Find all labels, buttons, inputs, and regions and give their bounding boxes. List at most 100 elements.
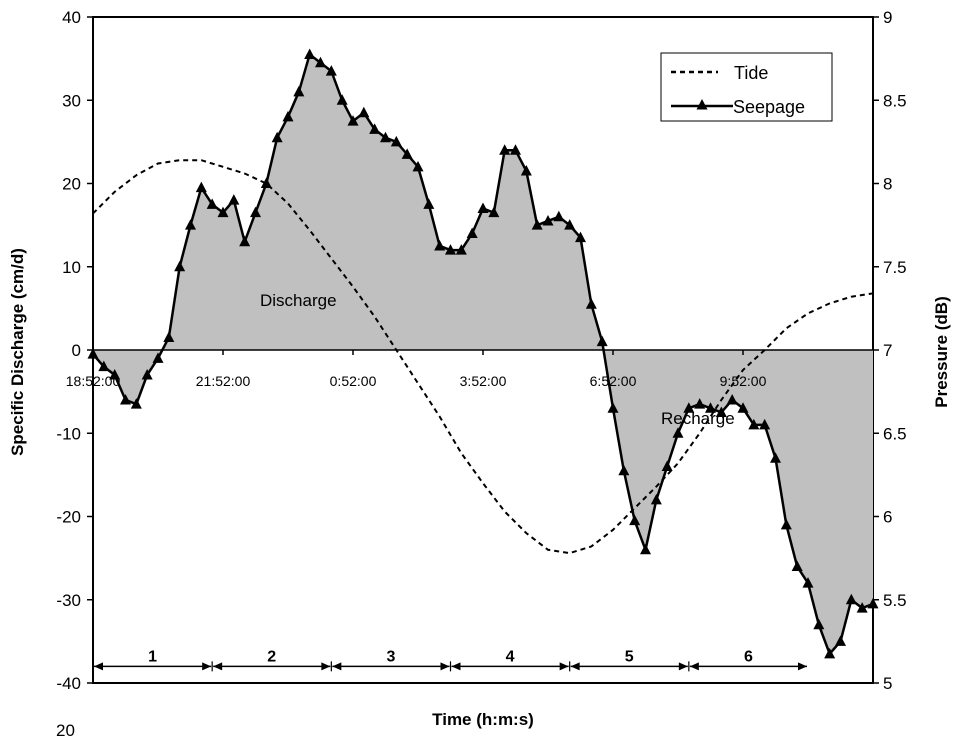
seepage-point: [163, 331, 175, 343]
seepage-point: [748, 418, 760, 430]
y-tick-label: -10: [56, 424, 81, 443]
seepage-point: [618, 464, 630, 476]
legend-box: [660, 52, 833, 122]
seepage-point: [661, 460, 673, 472]
seepage-point: [856, 602, 868, 613]
period-arrowhead-right: [202, 662, 212, 671]
left-axis-ticks: -40 -30 -20 -10 0 10 20 30 40: [56, 8, 93, 693]
seepage-point: [737, 402, 749, 413]
seepage-point: [510, 144, 521, 155]
annotation-discharge: Discharge: [260, 291, 337, 310]
annotation-recharge: Recharge: [661, 409, 735, 428]
y2-tick-label: 7: [883, 341, 892, 360]
tide-line: [92, 159, 874, 555]
seepage-point: [596, 335, 608, 347]
period-label: 2: [267, 648, 276, 665]
y-axis-title: Specific Discharge (cm/d): [8, 248, 27, 456]
y-tick-label: 10: [62, 258, 81, 277]
seepage-point: [672, 427, 684, 438]
period-label: 5: [625, 648, 634, 665]
period-arrowhead-right: [440, 662, 450, 671]
y-tick-label: 40: [62, 8, 81, 27]
seepage-point: [726, 393, 738, 405]
y-tick-label: -20: [56, 508, 81, 527]
seepage-point: [564, 219, 576, 230]
seepage-point: [336, 94, 348, 105]
seepage-point: [542, 214, 554, 226]
period-arrowhead-left: [94, 662, 103, 671]
seepage-point: [174, 260, 186, 272]
y2-tick-label: 7.5: [883, 258, 907, 277]
x-tick-label: 9:52:00: [720, 373, 767, 389]
seepage-point: [629, 514, 641, 526]
seepage-point: [206, 198, 218, 209]
seepage-point: [520, 165, 532, 176]
seepage-point: [867, 597, 879, 609]
period-arrowhead-left: [689, 662, 699, 671]
x-tick-label: 3:52:00: [460, 373, 507, 389]
period-label: 3: [386, 648, 395, 665]
legend-seepage-label: Seepage: [733, 97, 805, 117]
seepage-point: [325, 65, 337, 76]
y2-tick-label: 8.5: [883, 91, 907, 110]
seepage-point: [715, 406, 727, 417]
x-axis-title: Time (h:m:s): [432, 710, 534, 729]
period-brackets: 1 2 3 4 5 6: [92, 648, 807, 672]
seepage-point: [488, 206, 500, 218]
seepage-point: [271, 131, 283, 143]
seepage-point: [477, 202, 489, 213]
x-tick-label: 0:52:00: [330, 373, 377, 389]
x-axis-tick-labels: 18:52:00 21:52:00 0:52:00 3:52:00 6:52:00 9:5…: [66, 350, 767, 389]
seepage-point: [98, 360, 110, 372]
seepage-point: [304, 48, 316, 59]
seepage-point: [217, 206, 229, 218]
y2-tick-label: 5.5: [883, 591, 907, 610]
tide-layer: [92, 159, 874, 555]
seepage-point: [369, 123, 381, 134]
seepage-point: [802, 577, 814, 588]
seepage-point: [683, 402, 695, 413]
seepage-point: [650, 493, 662, 505]
seepage-point: [347, 115, 359, 126]
period-arrowhead-right: [559, 662, 569, 671]
legend-tide-label: Tide: [734, 63, 768, 83]
seepage-point: [607, 402, 619, 413]
period-arrowhead-right: [321, 662, 331, 671]
seepage-point: [109, 368, 121, 380]
seepage-point: [466, 227, 478, 238]
seepage-point: [770, 452, 781, 463]
y-tick-label: -30: [56, 591, 81, 610]
period-label: 1: [148, 648, 157, 665]
seepage-point: [585, 298, 597, 309]
period-arrowhead-left: [570, 662, 580, 671]
seepage-point: [293, 85, 305, 97]
seepage-point: [845, 593, 857, 605]
y2-tick-label: 9: [883, 8, 892, 27]
seepage-point: [434, 239, 446, 251]
seepage-point: [423, 198, 435, 209]
period-arrowhead-left: [213, 662, 223, 671]
seepage-point: [835, 635, 846, 646]
y-tick-label: 30: [62, 91, 81, 110]
seepage-point: [130, 398, 142, 409]
seepage-point: [412, 160, 424, 172]
seepage-point: [228, 194, 240, 205]
seepage-point: [553, 210, 565, 222]
seepage-point: [120, 393, 131, 405]
seepage-point: [239, 235, 251, 247]
x-tick-label: 21:52:00: [196, 373, 251, 389]
y2-tick-label: 5: [883, 674, 892, 693]
seepage-point: [759, 418, 771, 430]
period-label: 6: [744, 648, 753, 665]
period-arrowhead-left: [451, 662, 461, 671]
seepage-point: [575, 231, 586, 243]
seepage-point: [791, 560, 803, 571]
seepage-point: [141, 368, 153, 380]
x-tick-label: 6:52:00: [590, 373, 637, 389]
seepage-point: [390, 135, 402, 147]
y2-axis-title: Pressure (dB): [932, 296, 951, 407]
seepage-point: [195, 181, 207, 193]
period-label: 4: [506, 648, 515, 665]
y-tick-label: 20: [62, 175, 81, 194]
